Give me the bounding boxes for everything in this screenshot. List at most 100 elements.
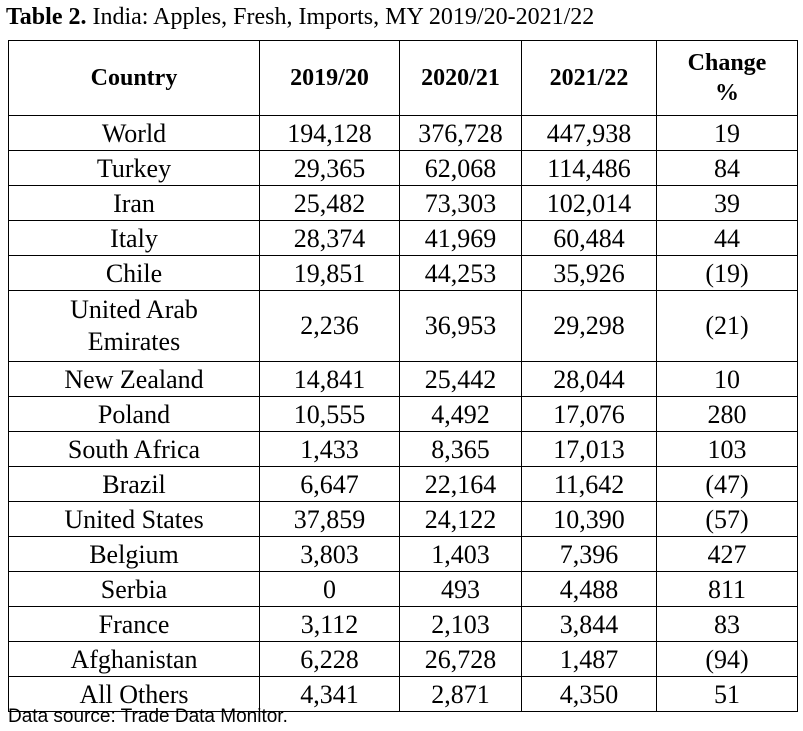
table-row: Serbia 0 493 4,488 811: [8, 571, 798, 607]
cell-country: Chile: [8, 255, 260, 291]
table-body: World 194,128 376,728 447,938 19 Turkey 29,365…: [8, 115, 798, 712]
cell-2020-21: 26,728: [399, 641, 522, 677]
cell-country: United States: [8, 501, 260, 537]
cell-2019-20: 19,851: [259, 255, 400, 291]
cell-change: (47): [656, 466, 798, 502]
cell-country: United Arab Emirates: [8, 290, 260, 362]
cell-2020-21: 376,728: [399, 115, 522, 151]
table-row: South Africa 1,433 8,365 17,013 103: [8, 431, 798, 467]
cell-2019-20: 37,859: [259, 501, 400, 537]
table-row: Belgium 3,803 1,403 7,396 427: [8, 536, 798, 572]
cell-2021-22: 17,013: [521, 431, 657, 467]
column-header-country: Country: [8, 40, 260, 116]
table-row: Iran 25,482 73,303 102,014 39: [8, 185, 798, 221]
table-row: Turkey 29,365 62,068 114,486 84: [8, 150, 798, 186]
cell-country: Turkey: [8, 150, 260, 186]
cell-2020-21: 62,068: [399, 150, 522, 186]
cell-2019-20: 25,482: [259, 185, 400, 221]
table-row: All Others 4,341 2,871 4,350 51: [8, 676, 798, 712]
cell-change: 39: [656, 185, 798, 221]
cell-country: World: [8, 115, 260, 151]
table-number: Table 2.: [6, 4, 87, 30]
cell-change: 44: [656, 220, 798, 256]
cell-2021-22: 4,350: [521, 676, 657, 712]
cell-2020-21: 36,953: [399, 290, 522, 362]
cell-change: 83: [656, 606, 798, 642]
cell-country: New Zealand: [8, 361, 260, 397]
cell-2019-20: 6,647: [259, 466, 400, 502]
cell-2021-22: 28,044: [521, 361, 657, 397]
cell-country: Belgium: [8, 536, 260, 572]
cell-change: 103: [656, 431, 798, 467]
table-row: France 3,112 2,103 3,844 83: [8, 606, 798, 642]
cell-change: 19: [656, 115, 798, 151]
cell-2021-22: 1,487: [521, 641, 657, 677]
cell-2019-20: 0: [259, 571, 400, 607]
cell-2021-22: 60,484: [521, 220, 657, 256]
cell-change: (94): [656, 641, 798, 677]
cell-2020-21: 8,365: [399, 431, 522, 467]
cell-country: Poland: [8, 396, 260, 432]
cell-change: 10: [656, 361, 798, 397]
data-source-note: Data source: Trade Data Monitor.: [8, 706, 288, 727]
cell-2019-20: 2,236: [259, 290, 400, 362]
cell-2021-22: 4,488: [521, 571, 657, 607]
cell-2020-21: 2,871: [399, 676, 522, 712]
column-header-2020-21: 2020/21: [399, 40, 522, 116]
cell-2020-21: 2,103: [399, 606, 522, 642]
cell-country: Iran: [8, 185, 260, 221]
table-row: United Arab Emirates 2,236 36,953 29,298 (21…: [8, 290, 798, 362]
cell-change: 811: [656, 571, 798, 607]
cell-change: 51: [656, 676, 798, 712]
cell-2019-20: 194,128: [259, 115, 400, 151]
cell-change: (19): [656, 255, 798, 291]
cell-2021-22: 10,390: [521, 501, 657, 537]
table-row: Poland 10,555 4,492 17,076 280: [8, 396, 798, 432]
cell-change: (57): [656, 501, 798, 537]
column-header-2019-20: 2019/20: [259, 40, 400, 116]
cell-change: (21): [656, 290, 798, 362]
cell-2019-20: 28,374: [259, 220, 400, 256]
cell-country: Italy: [8, 220, 260, 256]
cell-2021-22: 114,486: [521, 150, 657, 186]
cell-2021-22: 29,298: [521, 290, 657, 362]
table-row: Brazil 6,647 22,164 11,642 (47): [8, 466, 798, 502]
cell-2020-21: 73,303: [399, 185, 522, 221]
cell-2021-22: 102,014: [521, 185, 657, 221]
column-header-2021-22: 2021/22: [521, 40, 657, 116]
table-row: Afghanistan 6,228 26,728 1,487 (94): [8, 641, 798, 677]
cell-2021-22: 11,642: [521, 466, 657, 502]
cell-country: Afghanistan: [8, 641, 260, 677]
cell-2019-20: 10,555: [259, 396, 400, 432]
cell-2021-22: 35,926: [521, 255, 657, 291]
cell-2021-22: 7,396: [521, 536, 657, 572]
table-row: United States 37,859 24,122 10,390 (57): [8, 501, 798, 537]
cell-2021-22: 3,844: [521, 606, 657, 642]
cell-country: Serbia: [8, 571, 260, 607]
cell-2021-22: 447,938: [521, 115, 657, 151]
cell-country: France: [8, 606, 260, 642]
cell-2020-21: 1,403: [399, 536, 522, 572]
table-row: Italy 28,374 41,969 60,484 44: [8, 220, 798, 256]
table-row: Chile 19,851 44,253 35,926 (19): [8, 255, 798, 291]
table-row: World 194,128 376,728 447,938 19: [8, 115, 798, 151]
cell-2020-21: 22,164: [399, 466, 522, 502]
cell-2021-22: 17,076: [521, 396, 657, 432]
cell-2020-21: 41,969: [399, 220, 522, 256]
table-caption: India: Apples, Fresh, Imports, MY 2019/2…: [92, 4, 595, 30]
cell-2020-21: 24,122: [399, 501, 522, 537]
cell-2019-20: 6,228: [259, 641, 400, 677]
cell-2020-21: 44,253: [399, 255, 522, 291]
table-row: New Zealand 14,841 25,442 28,044 10: [8, 361, 798, 397]
imports-table: Country 2019/20 2020/21 2021/22 Change %…: [8, 40, 798, 712]
cell-change: 280: [656, 396, 798, 432]
cell-2019-20: 3,112: [259, 606, 400, 642]
cell-2020-21: 25,442: [399, 361, 522, 397]
table-title: Table 2. India: Apples, Fresh, Imports, …: [6, 2, 594, 32]
cell-country: Brazil: [8, 466, 260, 502]
cell-2019-20: 1,433: [259, 431, 400, 467]
cell-change: 84: [656, 150, 798, 186]
cell-2019-20: 14,841: [259, 361, 400, 397]
header-row: Country 2019/20 2020/21 2021/22 Change %: [8, 40, 798, 116]
cell-country: South Africa: [8, 431, 260, 467]
